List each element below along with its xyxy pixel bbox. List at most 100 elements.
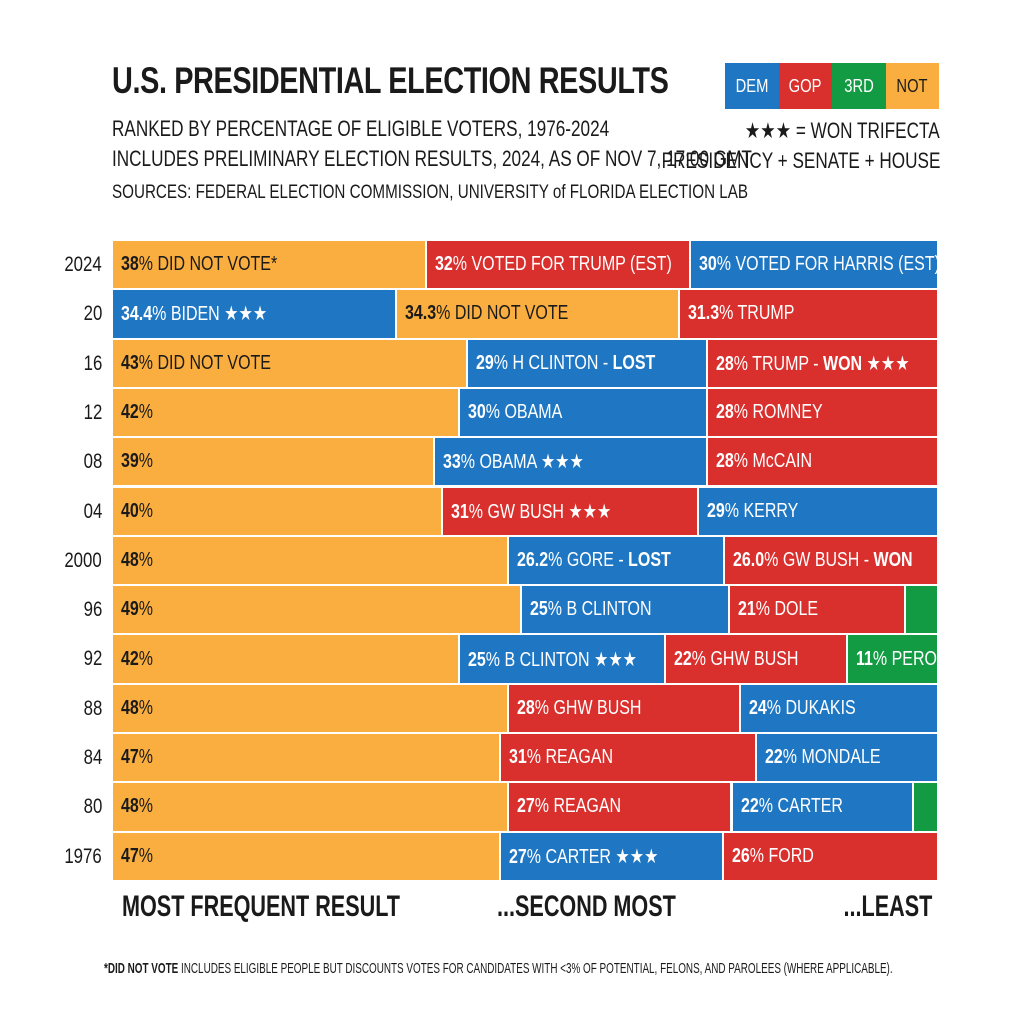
bar-label: 49% <box>113 598 153 621</box>
bar-segment-dem: 22% CARTER <box>731 782 914 832</box>
subtitle-preliminary: INCLUDES PRELIMINARY ELECTION RESULTS, 2… <box>112 146 752 171</box>
bar-value: 48 <box>121 795 139 818</box>
year-label: 20 <box>83 302 102 326</box>
bar-segment-gop: 28% GHW BUSH <box>508 683 740 733</box>
bar-segment-dem: 30% VOTED FOR HARRIS (EST) <box>690 240 938 290</box>
bar-value: 42 <box>121 401 139 424</box>
bar-label: 42% <box>113 401 153 424</box>
bar-label: 34.3% DID NOT VOTE <box>397 302 568 325</box>
bar-segment-not: 48% <box>112 683 509 733</box>
bar-label: 31% REAGAN <box>501 746 613 769</box>
bar-outcome: WON <box>822 352 862 375</box>
bar-text: % <box>138 548 154 571</box>
year-label: 2000 <box>64 548 102 572</box>
bar-outcome: LOST <box>627 548 671 571</box>
bar-value: 30 <box>699 253 717 276</box>
bar-segment-not: 34.3% DID NOT VOTE <box>396 289 680 339</box>
year-label: 92 <box>83 647 102 671</box>
bar-label: 26% FORD <box>724 845 814 868</box>
bar-label: 32% VOTED FOR TRUMP (EST) <box>427 253 672 276</box>
bar-value: 29 <box>476 351 494 374</box>
bar-segment-gop: 28% McCAIN <box>706 437 938 487</box>
bar-label: 21% DOLE <box>730 598 818 621</box>
bar-segment-dem: 25% B CLINTON ★★★ <box>458 634 666 684</box>
bar-text: % <box>138 598 154 621</box>
bar-outcome: WON <box>873 548 913 571</box>
legend-third: 3RD <box>832 63 886 109</box>
bar-value: 40 <box>121 499 139 522</box>
bar-text: % CARTER ★★★ <box>527 845 659 868</box>
bar-segment-third: 11% PEROT <box>847 634 938 684</box>
bar-segment-third <box>904 585 938 635</box>
legend: DEM GOP 3RD NOT <box>725 63 939 109</box>
bar-segment-dem: 25% B CLINTON <box>520 585 730 635</box>
bar-value: 25 <box>467 648 486 671</box>
bar-label: 38% DID NOT VOTE* <box>113 253 277 276</box>
bar-value: 22 <box>674 647 693 670</box>
bar-label: 25% B CLINTON <box>522 598 652 621</box>
footnote: *DID NOT VOTE INCLUDES ELIGIBLE PEOPLE B… <box>104 960 893 977</box>
bar-text: % VOTED FOR TRUMP (EST) <box>452 253 672 276</box>
legend-gop: GOP <box>778 63 832 109</box>
bar-value: 34.3 <box>405 302 437 325</box>
bar-label: 29% H CLINTON - LOST <box>468 352 655 375</box>
bar-value: 34.4 <box>121 303 153 326</box>
bar-value: 30 <box>467 401 486 424</box>
bar-text: % McCAIN <box>733 450 812 473</box>
bar-value: 31 <box>509 746 528 769</box>
year-label: 80 <box>83 795 102 819</box>
footnote-text: INCLUDES ELIGIBLE PEOPLE BUT DISCOUNTS V… <box>178 960 893 977</box>
bar-segment-dem: 29% H CLINTON - LOST <box>467 338 707 388</box>
bar-text: % <box>138 401 154 424</box>
bar-text: % B CLINTON ★★★ <box>485 648 637 671</box>
bar-text: % GW BUSH ★★★ <box>469 500 612 523</box>
bar-outcome: LOST <box>612 351 656 374</box>
bar-label: 34.4% BIDEN ★★★ <box>113 301 267 326</box>
bar-text: % <box>138 499 154 522</box>
bar-value: 11 <box>856 647 874 670</box>
bar-value: 47 <box>121 844 139 867</box>
bar-text: % H CLINTON - <box>493 351 613 374</box>
bar-segment-not: 47% <box>112 733 501 783</box>
bar-text: % PEROT <box>873 647 938 670</box>
bar-segment-not: 43% DID NOT VOTE <box>112 338 468 388</box>
subtitle-ranking: RANKED BY PERCENTAGE OF ELIGIBLE VOTERS,… <box>112 116 610 141</box>
bar-value: 28 <box>715 401 734 424</box>
bar-text: % REAGAN <box>527 746 614 769</box>
bar-label: 22% CARTER <box>733 795 843 818</box>
bar-label: 30% OBAMA <box>460 401 562 424</box>
bar-text: % FORD <box>750 844 815 867</box>
bar-segment-dem: 22% MONDALE <box>756 733 938 783</box>
bar-value: 49 <box>121 598 139 621</box>
bar-value: 31.3 <box>688 302 720 325</box>
bar-label: 48% <box>113 795 153 818</box>
bar-value: 27 <box>509 845 528 868</box>
bar-segment-dem: 27% CARTER ★★★ <box>500 831 724 881</box>
bar-segment-not: 39% <box>112 437 435 487</box>
bar-segment-gop: 26% FORD <box>723 831 938 881</box>
bar-value: 42 <box>121 647 139 670</box>
bar-value: 31 <box>451 500 470 523</box>
bar-text: % OBAMA ★★★ <box>460 451 584 474</box>
bar-text: % TRUMP - <box>733 352 823 375</box>
bar-label: 27% CARTER ★★★ <box>501 844 658 869</box>
sources-line: SOURCES: FEDERAL ELECTION COMMISSION, UN… <box>112 182 749 203</box>
bar-text: % GHW BUSH <box>692 647 799 670</box>
bar-label: 47% <box>113 845 153 868</box>
bar-segment-gop: 28% ROMNEY <box>706 387 938 438</box>
trifecta-key: ★★★ = WON TRIFECTA <box>745 118 940 143</box>
bar-text: % MONDALE <box>783 746 881 769</box>
bar-value: 33 <box>443 451 461 474</box>
bar-label: 31% GW BUSH ★★★ <box>443 499 611 524</box>
bar-text: % DID NOT VOTE <box>138 351 271 374</box>
bar-label: 39% <box>113 450 153 473</box>
bar-segment-gop: 21% DOLE <box>729 585 905 635</box>
bar-text: % B CLINTON <box>547 598 652 621</box>
legend-gop-label: GOP <box>788 75 822 96</box>
bar-value: 25 <box>529 598 548 621</box>
legend-third-label: 3RD <box>843 75 874 96</box>
legend-dem-label: DEM <box>735 75 769 96</box>
bar-segment-not: 42% <box>112 387 459 438</box>
bar-text: % REAGAN <box>535 795 622 818</box>
bar-segment-not: 48% <box>112 535 508 586</box>
